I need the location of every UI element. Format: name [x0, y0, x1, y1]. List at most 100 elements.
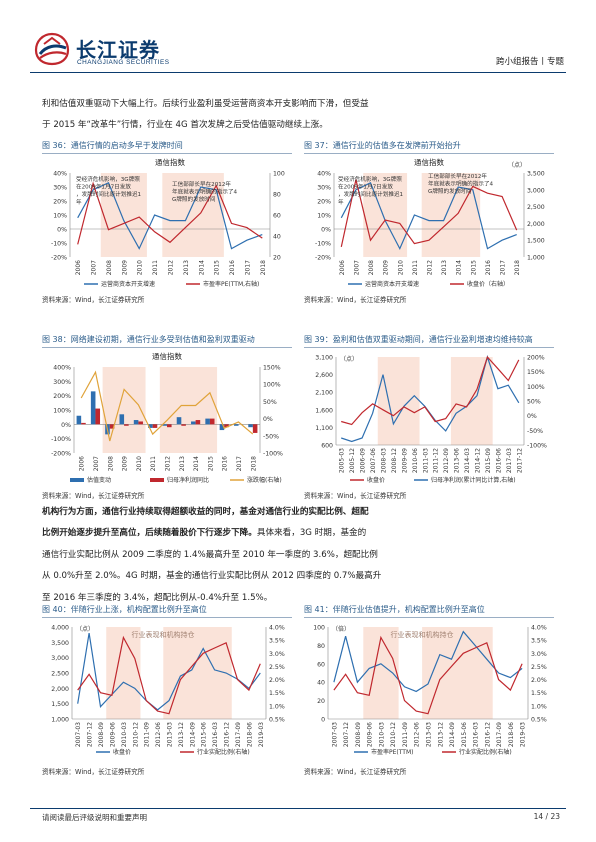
- bar-归母净利润同比: [81, 422, 86, 425]
- x-tick-label: 2010-06: [412, 448, 419, 473]
- x-tick-label: 2007: [353, 260, 360, 275]
- x-tick-label: 2015-06: [461, 722, 468, 747]
- line-收盘价（右轴）: [340, 179, 518, 248]
- chart-title: 通信指数: [152, 351, 182, 361]
- bar-估值变动: [248, 424, 253, 428]
- annotation-line: 年: [76, 198, 82, 206]
- body-line-2-rest: 具体来看，3G 时期，基金的: [256, 528, 367, 539]
- chart-title: 通信指数: [414, 157, 444, 167]
- legend-label: 收盘价（右轴）: [467, 280, 509, 288]
- fig41-chart: 行业表现和机构持仓 0 20 40 60 80 100 0.5% 1.0% 1.5% 2.0% 2.5…: [302, 619, 558, 759]
- x-tick-label: 2007-12: [87, 722, 94, 747]
- x-tick-label: 2015-06: [201, 722, 208, 747]
- y-tick-right: -100%: [263, 451, 283, 458]
- x-tick-label: 2013-12: [437, 722, 444, 747]
- y-tick-left: 0%: [321, 227, 331, 234]
- y-tick-right: 3,000: [527, 187, 545, 194]
- y-tick-left: 100: [313, 625, 325, 632]
- y-tick-right: 50%: [263, 399, 277, 406]
- y-tick-left: 100%: [53, 408, 71, 415]
- x-tick-label: 2014-03: [464, 448, 471, 473]
- shaded-period-0: [363, 173, 408, 257]
- x-tick-label: 2018: [250, 456, 257, 471]
- y-tick-right: 1.0%: [269, 703, 285, 710]
- fig41-caption: 图 41：伴随行业估值提升，机构配置比例升至高位: [304, 605, 485, 614]
- x-tick-label: 2013-03: [167, 722, 174, 747]
- fig37-chart: 通信指数 -20% -10% 0% 10% 20% 30% 40% 1,000 1,500 2,00…: [302, 155, 558, 291]
- y-tick-right: 2,000: [527, 221, 545, 228]
- y-tick-left: 10%: [317, 213, 331, 220]
- x-tick-label: 2018: [260, 260, 267, 275]
- y-tick-left: 80: [317, 643, 325, 650]
- annotation-0: 受经济危机影响，3G牌照在2009年1月7日发放，发牌时间比原计划推迟1 年: [338, 175, 404, 206]
- chart-title: 通信指数: [155, 157, 185, 167]
- y-tick-right: 1,000: [527, 255, 545, 262]
- fig39-source: 资料来源：Wind，长江证券研究所: [304, 492, 407, 500]
- y-tick-left: 3,500: [51, 640, 69, 647]
- x-tick-label: 2010: [397, 260, 404, 275]
- fig40-caption: 图 40：伴随行业上涨，机构配置比例升至高位: [42, 605, 207, 614]
- y-tick-left: 2,500: [51, 671, 69, 678]
- annotation-line: 年底就表示明确的指示了4: [428, 180, 494, 188]
- unit-left: （点）: [340, 355, 358, 363]
- intro-line-1: 利和估值双重驱动下大幅上行。后续行业盈利虽受运营商资本开支影响而下滑，但受益: [42, 99, 369, 109]
- bar-归母净利润同比: [109, 424, 115, 429]
- y-tick-left: 20: [317, 698, 325, 705]
- x-tick-label: 2014-12: [475, 448, 482, 473]
- body-line-1: 机构行为方面，通信行业持续取得超额收益的同时，基金对通信行业的实配比例、超配: [42, 507, 369, 517]
- annotation-line: 在2009年1月7日发放: [76, 183, 131, 191]
- y-tick-left: 30%: [53, 185, 67, 192]
- x-tick-label: 2009-06: [367, 722, 374, 747]
- x-tick-label: 2012-09: [443, 448, 450, 473]
- y-tick-right: 4.0%: [269, 625, 285, 632]
- x-tick-label: 2016-03: [473, 722, 480, 747]
- shade-label: 行业表现和机构持仓: [132, 630, 195, 639]
- annotation-line: G牌照的发放时间: [172, 195, 216, 203]
- fig39-chart: 600 1,100 1,600 2,100 2,600 3,100 -100% -50% 0% 5…: [302, 349, 558, 487]
- fig36-svg: 通信指数 -20% -10% 0% 10% 20% 30% 40% 20 40 60 80 100 200…: [51, 157, 285, 288]
- x-tick-label: 2013: [183, 260, 190, 275]
- y-tick-left: 40%: [53, 171, 67, 178]
- y-tick-right: 60: [273, 213, 281, 220]
- x-tick-label: 2014: [456, 260, 463, 275]
- bar-估值变动: [119, 414, 125, 425]
- y-tick-right: 4.0%: [531, 625, 547, 632]
- x-tick-label: 2013: [179, 456, 186, 471]
- shaded-period-0: [100, 173, 147, 257]
- fig36-caption: 图 36：通信行情的启动多早于发牌时间: [42, 141, 183, 150]
- x-tick-label: 2017-09: [496, 722, 503, 747]
- line-涨跌幅(右轴): [80, 370, 254, 442]
- x-tick-label: 2019-03: [258, 722, 265, 747]
- y-tick-left: 1,500: [51, 701, 69, 708]
- fig36-chart: 通信指数 -20% -10% 0% 10% 20% 30% 40% 20 40 60 80 100 200…: [40, 155, 294, 291]
- bar-归母净利润同比: [152, 424, 158, 428]
- legend-label: 运营商资本开支增速: [101, 280, 155, 288]
- y-tick-right: 1,500: [527, 238, 545, 245]
- y-tick-right: 100%: [263, 382, 281, 389]
- y-tick-right: 3.5%: [531, 638, 547, 645]
- x-tick-label: 2013-03: [426, 722, 433, 747]
- x-tick-label: 2005-03: [339, 448, 346, 473]
- fig39-caption: 图 39：盈利和估值双重驱动期间，通信行业盈利增速均维持较高: [304, 335, 533, 344]
- annotation-0: 受经济危机影响，3G牌照在2009年1月7日发放，发牌时间比原计划推迟1 年: [76, 175, 142, 206]
- x-tick-label: 2016: [229, 260, 236, 275]
- x-tick-label: 2017: [236, 456, 243, 471]
- x-tick-label: 2007-03: [75, 722, 82, 747]
- page-number: 14 / 23: [533, 812, 560, 821]
- x-tick-label: 2008-12: [391, 448, 398, 473]
- fig36-caption-rule: [42, 153, 292, 154]
- x-tick-label: 2016: [222, 456, 229, 471]
- x-tick-label: 2015: [470, 260, 477, 275]
- x-tick-label: 2012: [168, 260, 175, 275]
- x-tick-label: 2011-03: [422, 448, 429, 473]
- y-tick-left: 30%: [317, 185, 331, 192]
- legend-label: 归母净利润(累计同比计算,右轴): [431, 476, 516, 484]
- x-tick-label: 2008: [368, 260, 375, 275]
- legend-label: 市盈率PE(TTM): [371, 748, 414, 756]
- shaded-period-0: [106, 627, 141, 719]
- fig37-source: 资料来源：Wind，长江证券研究所: [304, 296, 407, 304]
- y-tick-left: -200%: [51, 451, 71, 458]
- y-tick-right: 3.0%: [531, 651, 547, 658]
- x-tick-label: 2014: [193, 456, 200, 471]
- annotation-line: 年底就表示明确的指示了4: [172, 188, 238, 196]
